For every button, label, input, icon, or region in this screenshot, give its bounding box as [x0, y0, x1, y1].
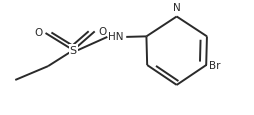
Text: HN: HN — [108, 32, 123, 41]
Text: S: S — [69, 46, 76, 56]
Text: N: N — [172, 3, 180, 13]
Text: Br: Br — [209, 60, 220, 70]
Text: O: O — [35, 28, 43, 38]
Text: O: O — [98, 27, 106, 37]
